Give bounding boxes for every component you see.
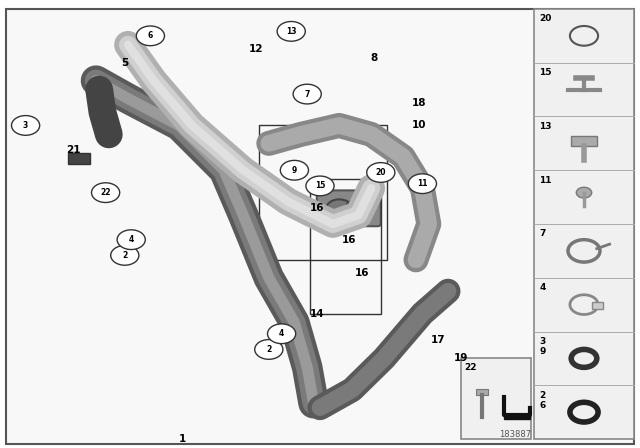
Text: 11: 11 [540, 176, 552, 185]
Polygon shape [504, 415, 530, 419]
Text: 15: 15 [315, 181, 325, 190]
Text: 14: 14 [310, 309, 324, 319]
Circle shape [12, 116, 40, 135]
Circle shape [306, 176, 334, 196]
Text: 4: 4 [279, 329, 284, 338]
Text: 20: 20 [376, 168, 386, 177]
Text: 22: 22 [100, 188, 111, 197]
Circle shape [255, 340, 283, 359]
Text: 2: 2 [266, 345, 271, 354]
Text: 2
6: 2 6 [540, 391, 546, 410]
Text: 12: 12 [249, 44, 263, 54]
Circle shape [277, 22, 305, 41]
Text: 8: 8 [371, 53, 378, 63]
Text: 183887: 183887 [499, 430, 531, 439]
Circle shape [268, 324, 296, 344]
Text: 5: 5 [121, 58, 129, 68]
Text: 9: 9 [292, 166, 297, 175]
FancyBboxPatch shape [317, 190, 381, 226]
Text: 11: 11 [417, 179, 428, 188]
Text: 6: 6 [148, 31, 153, 40]
Circle shape [293, 84, 321, 104]
Text: 3
9: 3 9 [540, 337, 546, 356]
Circle shape [346, 199, 371, 217]
Circle shape [136, 26, 164, 46]
Text: 15: 15 [540, 68, 552, 77]
Text: 16: 16 [310, 203, 324, 213]
FancyBboxPatch shape [461, 358, 531, 439]
Text: 2: 2 [122, 251, 127, 260]
Text: 19: 19 [454, 353, 468, 363]
Circle shape [117, 230, 145, 250]
FancyBboxPatch shape [476, 389, 488, 395]
Circle shape [326, 199, 352, 217]
Circle shape [92, 183, 120, 202]
Text: 10: 10 [412, 121, 426, 130]
Circle shape [367, 163, 395, 182]
Text: 18: 18 [412, 98, 426, 108]
Text: 22: 22 [464, 363, 477, 372]
Circle shape [408, 174, 436, 194]
Circle shape [280, 160, 308, 180]
Text: 4: 4 [129, 235, 134, 244]
Text: 13: 13 [540, 122, 552, 131]
FancyBboxPatch shape [571, 136, 596, 146]
FancyBboxPatch shape [68, 153, 90, 164]
Text: 7: 7 [305, 90, 310, 99]
FancyBboxPatch shape [591, 302, 604, 309]
Text: 20: 20 [540, 14, 552, 23]
FancyBboxPatch shape [6, 9, 634, 444]
Text: 16: 16 [355, 268, 369, 278]
Text: 1: 1 [179, 434, 186, 444]
Circle shape [577, 187, 591, 198]
Text: 13: 13 [286, 27, 296, 36]
Text: 21: 21 [67, 145, 81, 155]
Text: 17: 17 [431, 336, 445, 345]
Text: 4: 4 [540, 283, 546, 292]
Text: 16: 16 [342, 235, 356, 245]
FancyBboxPatch shape [534, 9, 634, 439]
Text: 3: 3 [23, 121, 28, 130]
Text: 7: 7 [540, 229, 546, 238]
Circle shape [111, 246, 139, 265]
